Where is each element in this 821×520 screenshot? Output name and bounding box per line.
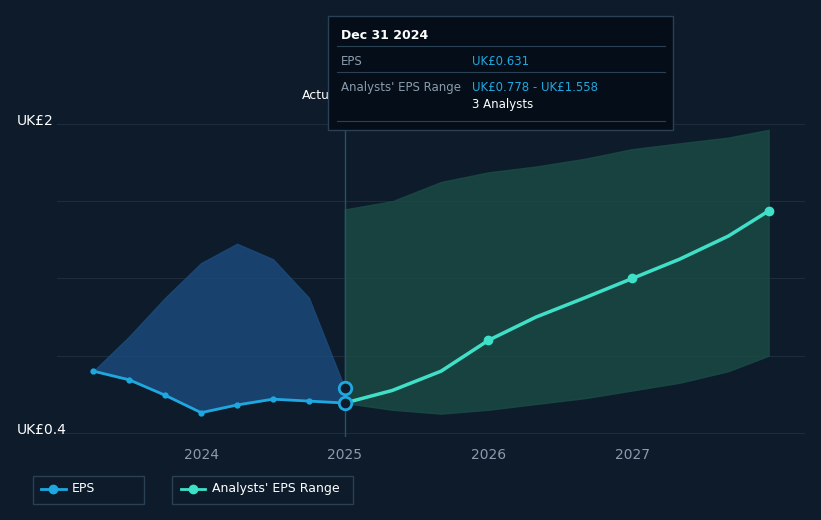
Text: UK£0.778 - UK£1.558: UK£0.778 - UK£1.558 bbox=[472, 81, 598, 94]
Text: Analysts' EPS Range: Analysts' EPS Range bbox=[212, 483, 339, 495]
Text: Analysts Forecasts: Analysts Forecasts bbox=[349, 88, 465, 101]
Text: Actual: Actual bbox=[302, 88, 341, 101]
Text: Analysts' EPS Range: Analysts' EPS Range bbox=[341, 81, 461, 94]
Text: UK£2: UK£2 bbox=[16, 114, 53, 128]
Text: EPS: EPS bbox=[341, 55, 362, 68]
Text: 3 Analysts: 3 Analysts bbox=[472, 98, 534, 111]
Text: EPS: EPS bbox=[72, 483, 95, 495]
Text: Dec 31 2024: Dec 31 2024 bbox=[341, 29, 428, 42]
Text: UK£0.4: UK£0.4 bbox=[16, 423, 67, 437]
Text: UK£0.631: UK£0.631 bbox=[472, 55, 530, 68]
